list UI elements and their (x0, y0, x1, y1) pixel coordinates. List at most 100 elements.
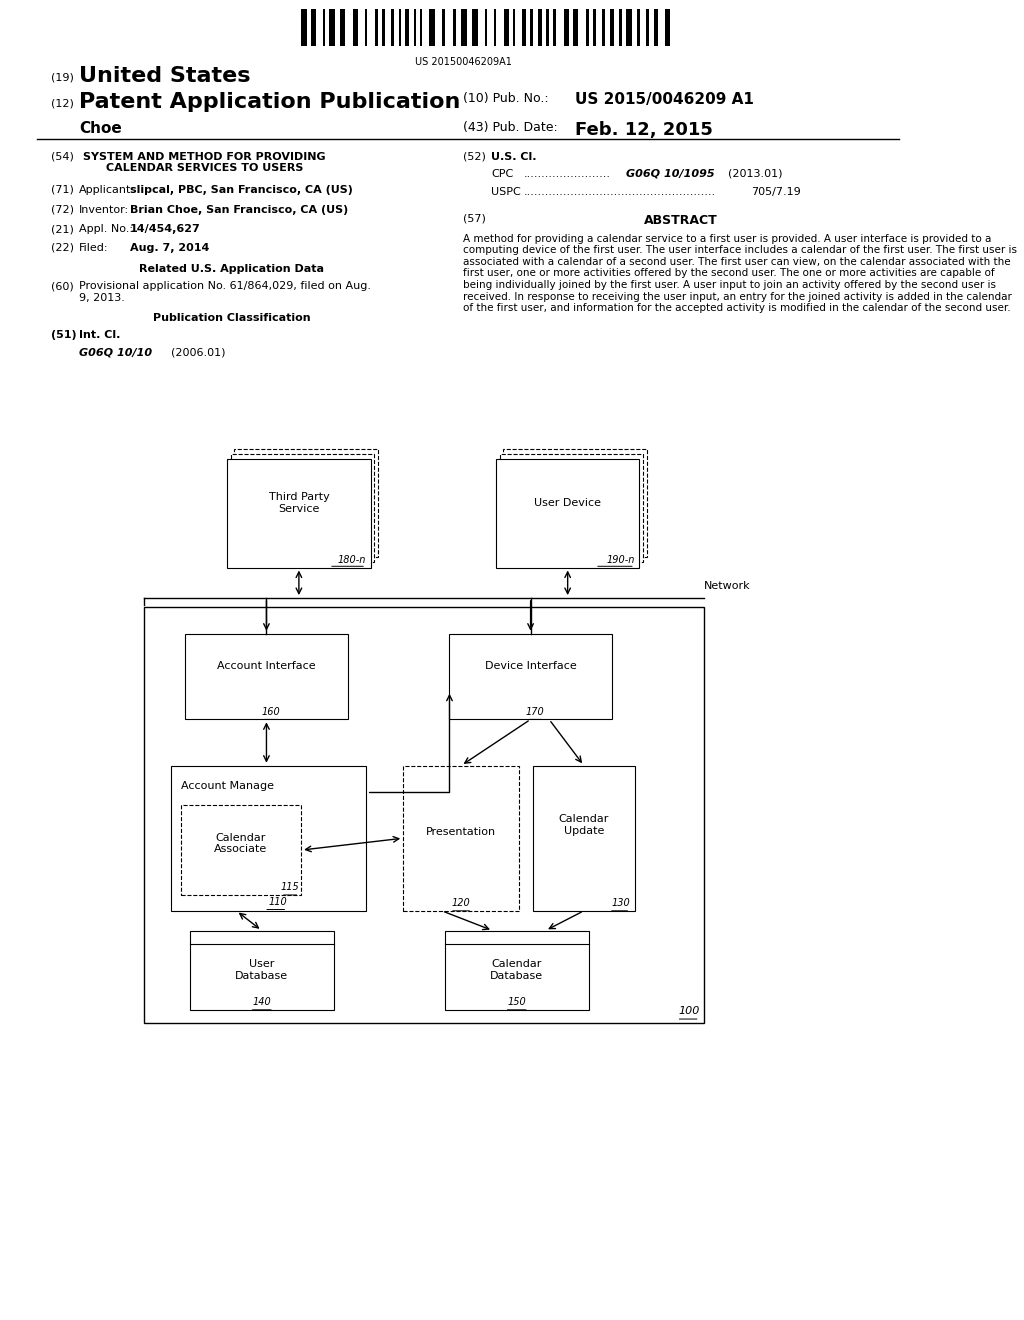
Bar (539, 9, 542, 46)
Text: 170: 170 (525, 706, 545, 717)
Bar (330, 9, 335, 46)
Bar (375, 9, 378, 46)
Text: Applicant:: Applicant: (79, 185, 135, 195)
Bar (391, 9, 394, 46)
Text: (43) Pub. Date:: (43) Pub. Date: (464, 121, 558, 135)
Bar (532, 766, 635, 911)
Bar (610, 9, 613, 46)
Bar (444, 931, 589, 1010)
Bar (504, 9, 509, 46)
Text: 130: 130 (611, 898, 630, 908)
Bar (472, 9, 477, 46)
Bar (190, 931, 334, 1010)
Text: 110: 110 (268, 896, 288, 907)
Text: User Device: User Device (535, 498, 601, 508)
Text: Provisional application No. 61/864,029, filed on Aug.
9, 2013.: Provisional application No. 61/864,029, … (79, 281, 371, 302)
Text: (54): (54) (51, 152, 74, 162)
Text: Brian Choe, San Francisco, CA (US): Brian Choe, San Francisco, CA (US) (130, 205, 348, 215)
Bar (310, 9, 316, 46)
Bar (601, 9, 605, 46)
Text: (72): (72) (51, 205, 74, 215)
Text: Account Manage: Account Manage (180, 781, 273, 792)
Bar (227, 459, 371, 568)
Text: (2013.01): (2013.01) (727, 169, 782, 180)
Text: CPC: CPC (492, 169, 513, 180)
Text: Network: Network (705, 581, 751, 591)
Text: Presentation: Presentation (426, 826, 497, 837)
Text: 100: 100 (678, 1006, 699, 1016)
Bar (654, 9, 657, 46)
Text: Calendar
Associate: Calendar Associate (214, 833, 267, 854)
Text: Calendar
Database: Calendar Database (490, 960, 544, 981)
Text: (2006.01): (2006.01) (171, 347, 226, 358)
Text: 120: 120 (452, 898, 470, 908)
Bar (366, 9, 368, 46)
Bar (503, 449, 647, 557)
Text: (10) Pub. No.:: (10) Pub. No.: (464, 92, 549, 106)
Text: 160: 160 (261, 706, 281, 717)
Text: User
Database: User Database (236, 960, 289, 981)
Text: 115: 115 (281, 882, 299, 892)
Text: Choe: Choe (79, 121, 122, 136)
Bar (234, 449, 378, 557)
Bar (546, 9, 549, 46)
Text: SYSTEM AND METHOD FOR PROVIDING
CALENDAR SERVICES TO USERS: SYSTEM AND METHOD FOR PROVIDING CALENDAR… (83, 152, 326, 173)
Bar (529, 9, 532, 46)
Bar (572, 9, 579, 46)
Text: (71): (71) (51, 185, 74, 195)
Bar (180, 805, 301, 895)
Bar (414, 9, 416, 46)
Text: 190-n: 190-n (606, 554, 635, 565)
Text: (51): (51) (51, 330, 77, 341)
Bar (406, 9, 409, 46)
Bar (645, 9, 649, 46)
Text: Publication Classification: Publication Classification (153, 313, 310, 323)
Bar (185, 634, 347, 719)
Text: (57): (57) (464, 214, 486, 224)
Bar (485, 9, 486, 46)
Text: G06Q 10/1095: G06Q 10/1095 (626, 169, 714, 180)
Text: US 2015/0046209 A1: US 2015/0046209 A1 (574, 92, 754, 107)
Text: U.S. Cl.: U.S. Cl. (492, 152, 537, 162)
Bar (230, 454, 375, 562)
Bar (522, 9, 525, 46)
Text: 705/7.19: 705/7.19 (751, 187, 801, 198)
Text: Appl. No.:: Appl. No.: (79, 224, 133, 235)
Text: 14/454,627: 14/454,627 (130, 224, 201, 235)
Text: G06Q 10/10: G06Q 10/10 (79, 347, 152, 358)
Text: Third Party
Service: Third Party Service (268, 492, 330, 513)
Text: Device Interface: Device Interface (484, 661, 577, 671)
Bar (403, 766, 519, 911)
Bar (429, 9, 435, 46)
Bar (399, 9, 401, 46)
Bar (627, 9, 632, 46)
Text: United States: United States (79, 66, 250, 86)
Text: 150: 150 (507, 997, 526, 1007)
Text: Feb. 12, 2015: Feb. 12, 2015 (574, 121, 713, 140)
Bar (637, 9, 640, 46)
Bar (143, 607, 705, 1023)
Text: Account Interface: Account Interface (217, 661, 315, 671)
Bar (442, 9, 445, 46)
Text: slipcal, PBC, San Francisco, CA (US): slipcal, PBC, San Francisco, CA (US) (130, 185, 352, 195)
Text: ........................: ........................ (523, 169, 610, 180)
Bar (563, 9, 569, 46)
Bar (301, 9, 306, 46)
Text: (21): (21) (51, 224, 74, 235)
Text: Patent Application Publication: Patent Application Publication (79, 92, 460, 112)
Text: 140: 140 (253, 997, 271, 1007)
Text: Related U.S. Application Data: Related U.S. Application Data (139, 264, 325, 275)
Bar (324, 9, 326, 46)
Bar (593, 9, 596, 46)
Text: (22): (22) (51, 243, 74, 253)
Bar (500, 454, 643, 562)
Bar (586, 9, 589, 46)
Text: US 20150046209A1: US 20150046209A1 (415, 57, 512, 67)
Text: Filed:: Filed: (79, 243, 109, 253)
Text: Int. Cl.: Int. Cl. (79, 330, 120, 341)
Text: ABSTRACT: ABSTRACT (644, 214, 718, 227)
Bar (352, 9, 358, 46)
Text: .....................................................: ........................................… (523, 187, 716, 198)
Bar (462, 9, 467, 46)
Bar (453, 9, 456, 46)
